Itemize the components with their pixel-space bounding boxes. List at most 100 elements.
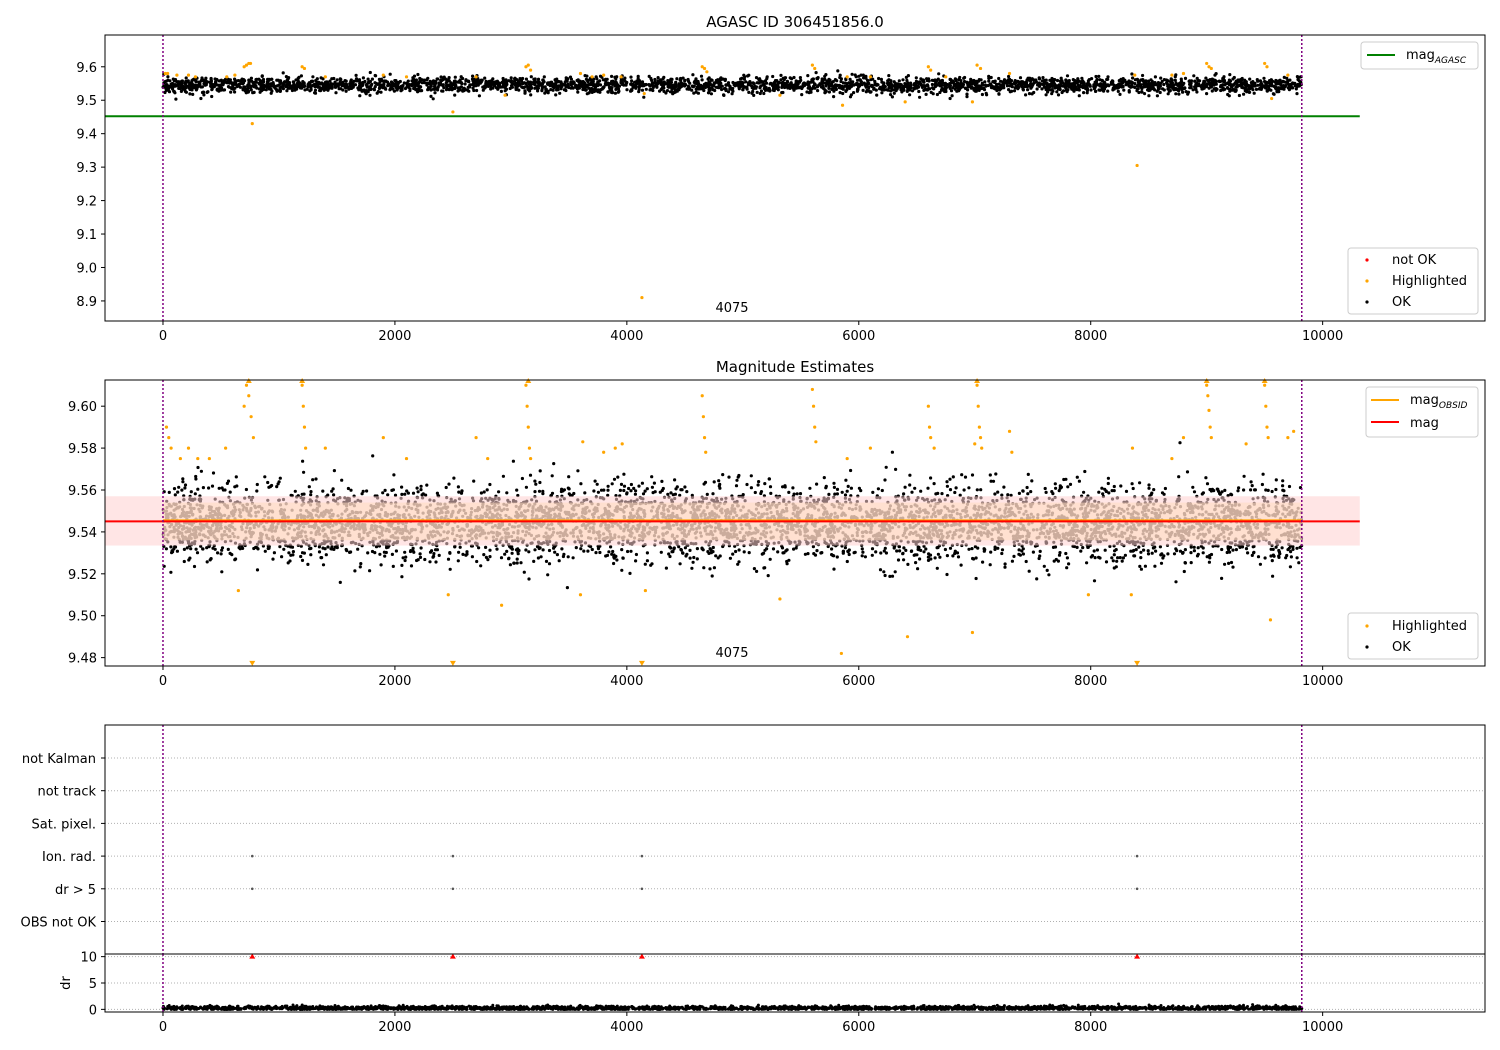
ok-point bbox=[405, 81, 409, 85]
ok-point bbox=[765, 75, 769, 79]
ok-point bbox=[1053, 83, 1057, 87]
ok-point bbox=[1086, 79, 1090, 83]
ok-point bbox=[563, 83, 567, 87]
ok-point bbox=[789, 85, 793, 89]
ok-point bbox=[948, 77, 952, 81]
ok-point bbox=[1173, 75, 1177, 79]
ok-point bbox=[1192, 545, 1196, 549]
ok-point bbox=[479, 80, 483, 84]
ok-point bbox=[168, 79, 172, 83]
ok-point bbox=[823, 74, 827, 78]
ok-point bbox=[1191, 485, 1195, 489]
ok-point bbox=[477, 94, 481, 98]
ok-point bbox=[368, 93, 372, 97]
ok-point bbox=[220, 570, 224, 574]
ok-point bbox=[853, 73, 857, 77]
ok-point bbox=[1186, 90, 1191, 94]
ok-point bbox=[956, 84, 961, 89]
ok-point bbox=[435, 77, 439, 81]
ok-point bbox=[677, 82, 681, 86]
x-tick-label: 4000 bbox=[610, 329, 643, 344]
ok-point bbox=[977, 84, 981, 88]
ok-point bbox=[977, 88, 981, 92]
ok-point bbox=[517, 88, 521, 92]
ok-point bbox=[1195, 90, 1199, 94]
ok-point bbox=[634, 83, 638, 87]
ok-point bbox=[1008, 90, 1012, 94]
ok-point bbox=[830, 87, 834, 91]
ok-point bbox=[205, 90, 209, 94]
ok-point bbox=[266, 80, 270, 84]
ok-point bbox=[664, 566, 669, 570]
ok-point bbox=[969, 82, 973, 86]
ok-point bbox=[724, 88, 728, 93]
x-tick-label: 10000 bbox=[1302, 329, 1343, 344]
ok-point bbox=[285, 80, 289, 84]
ok-point bbox=[1056, 93, 1061, 97]
ok-point bbox=[1213, 73, 1217, 77]
ok-point bbox=[428, 560, 432, 564]
ok-point bbox=[309, 88, 313, 92]
ok-point bbox=[1285, 76, 1289, 80]
ok-point bbox=[1248, 77, 1252, 81]
ok-point bbox=[905, 89, 909, 93]
ok-point bbox=[1155, 94, 1159, 98]
ok-point bbox=[558, 91, 562, 95]
highlighted-point bbox=[778, 93, 782, 97]
ok-point bbox=[915, 80, 920, 85]
ok-point bbox=[823, 88, 827, 92]
highlighted-point bbox=[526, 63, 530, 67]
ok-point bbox=[820, 77, 824, 81]
ok-point bbox=[1293, 81, 1297, 85]
ok-point bbox=[428, 79, 432, 83]
ok-point bbox=[756, 483, 760, 487]
ok-point bbox=[383, 86, 387, 91]
ok-point bbox=[456, 80, 460, 84]
ok-point bbox=[909, 86, 913, 90]
ok-point bbox=[869, 78, 873, 82]
ok-point bbox=[453, 93, 457, 97]
ok-point bbox=[852, 91, 856, 95]
ok-point bbox=[802, 81, 806, 85]
ok-point bbox=[1000, 493, 1004, 497]
x-tick-label: 0 bbox=[159, 329, 167, 344]
ok-point bbox=[849, 93, 854, 97]
ok-point bbox=[1017, 85, 1021, 89]
ok-point bbox=[566, 84, 570, 88]
highlighted-point bbox=[451, 110, 455, 114]
highlighted-point bbox=[705, 70, 709, 74]
ok-point bbox=[1227, 94, 1231, 98]
ok-point bbox=[692, 91, 696, 95]
ok-point bbox=[170, 85, 174, 89]
ok-point bbox=[188, 92, 192, 96]
ok-point bbox=[889, 89, 893, 93]
ok-point bbox=[338, 580, 342, 585]
ok-point bbox=[519, 79, 524, 83]
y-tick-label: 9.0 bbox=[76, 261, 97, 276]
ok-point bbox=[813, 82, 817, 86]
ok-point bbox=[746, 74, 750, 78]
ok-point bbox=[822, 476, 826, 480]
ok-point bbox=[441, 83, 445, 88]
highlighted-point bbox=[975, 63, 979, 67]
ok-point bbox=[1112, 87, 1116, 91]
ok-point bbox=[640, 88, 645, 92]
ok-point bbox=[281, 87, 285, 91]
ok-point bbox=[678, 78, 682, 82]
ok-point bbox=[420, 81, 424, 85]
ok-point bbox=[1006, 493, 1010, 497]
ok-point bbox=[1106, 89, 1110, 93]
ok-point bbox=[606, 484, 610, 488]
ok-point bbox=[940, 492, 944, 496]
ok-point bbox=[596, 83, 600, 88]
ok-point bbox=[318, 88, 322, 93]
ok-point bbox=[213, 80, 218, 84]
ok-point bbox=[499, 89, 503, 93]
ok-point bbox=[467, 89, 471, 93]
agasc-magnitude-panel: AGASC ID 306451856.0 0 2000 4000 6000 8000 10… bbox=[76, 13, 1486, 344]
ok-point bbox=[1037, 77, 1042, 81]
ok-point bbox=[841, 91, 845, 96]
ok-point bbox=[532, 77, 536, 81]
ok-point bbox=[1161, 87, 1165, 91]
ok-point bbox=[894, 87, 898, 91]
